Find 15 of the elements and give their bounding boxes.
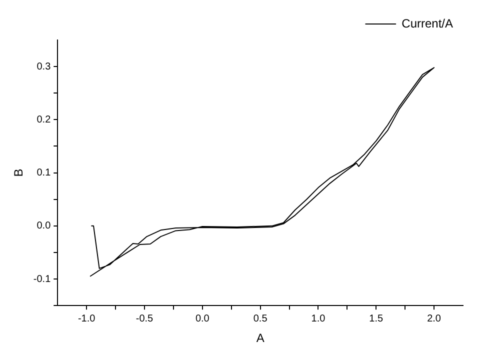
y-tick-label: 0.2: [36, 114, 52, 126]
y-tick-label: 0.0: [36, 220, 52, 232]
x-tick-label: 0.0: [195, 313, 210, 324]
y-tick-label: 0.1: [36, 168, 52, 179]
x-tick-label: 1.0: [311, 313, 326, 324]
x-axis-title: A: [256, 331, 264, 346]
x-tick-label: -1.0: [78, 313, 96, 324]
y-axis-title: B: [12, 168, 26, 177]
x-tick-label: 0.5: [253, 313, 268, 324]
y-tick-label: 0.3: [36, 61, 52, 72]
x-tick-label: 1.5: [369, 313, 384, 324]
y-tick-label: -0.1: [33, 274, 52, 285]
x-tick-label: -0.5: [136, 313, 154, 324]
legend-label: Current/A: [402, 16, 454, 30]
x-tick-label: 2.0: [427, 313, 442, 324]
